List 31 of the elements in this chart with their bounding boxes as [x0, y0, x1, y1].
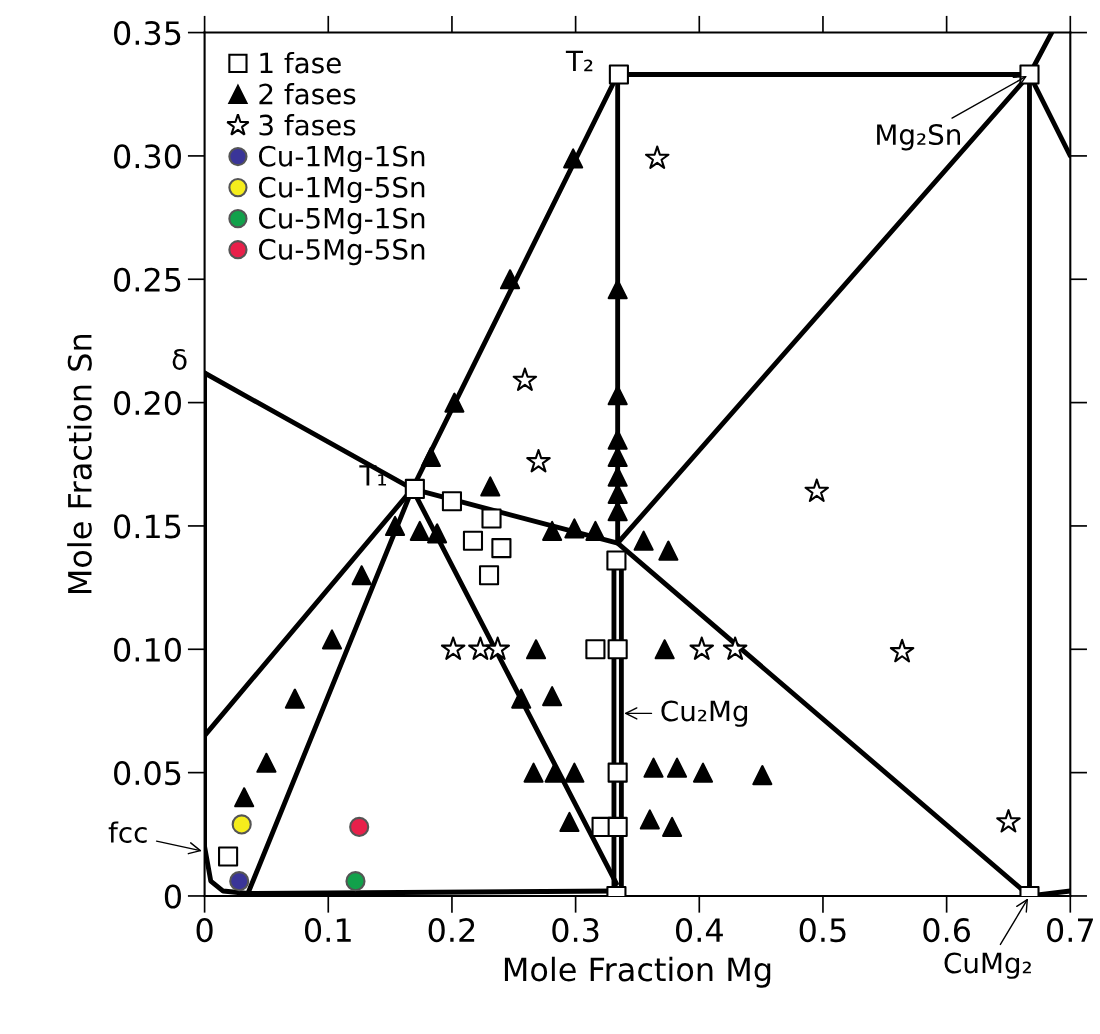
annotation: CuMg₂ — [944, 952, 1031, 979]
y-tick-label: 0.10 — [114, 637, 181, 662]
annotation: Mg₂Sn — [877, 124, 960, 151]
x-tick-label: 0.4 — [675, 918, 723, 943]
y-tick-label: 0.20 — [114, 391, 181, 416]
x-tick-label: 0.3 — [552, 918, 599, 943]
annotation: T₂ — [565, 50, 593, 72]
y-axis-title: Mole Fraction Sn — [67, 334, 92, 594]
legend-label: 1 fase — [260, 52, 341, 74]
legend-label: Cu-5Mg-1Sn — [258, 207, 425, 235]
legend-label: Cu-1Mg-1Sn — [258, 145, 425, 173]
x-tick-label: 0.6 — [923, 918, 971, 943]
x-tick-label: 0 — [196, 918, 213, 943]
x-tick-label: 0.7 — [1047, 918, 1093, 943]
y-tick-label: 0.35 — [114, 21, 181, 46]
x-tick-label: 0.5 — [799, 918, 846, 943]
legend-label: 3 fases — [259, 114, 356, 136]
y-tick-label: 0.25 — [114, 267, 181, 292]
legend-label: Cu-5Mg-5Sn — [258, 238, 425, 266]
y-tick-label: 0 — [164, 884, 181, 909]
annotation: fcc — [108, 821, 147, 843]
y-tick-label: 0.30 — [114, 144, 181, 169]
x-tick-label: 0.2 — [428, 918, 475, 943]
x-axis-title: Mole Fraction Mg — [504, 956, 771, 988]
annotation: δ — [172, 348, 187, 370]
y-tick-label: 0.05 — [114, 761, 181, 786]
legend-label: 2 fases — [259, 83, 356, 105]
x-tick-label: 0.1 — [304, 918, 351, 943]
y-tick-label: 0.15 — [114, 514, 181, 539]
legend-label: Cu-1Mg-5Sn — [258, 176, 425, 204]
annotation: Cu₂Mg — [661, 700, 748, 727]
